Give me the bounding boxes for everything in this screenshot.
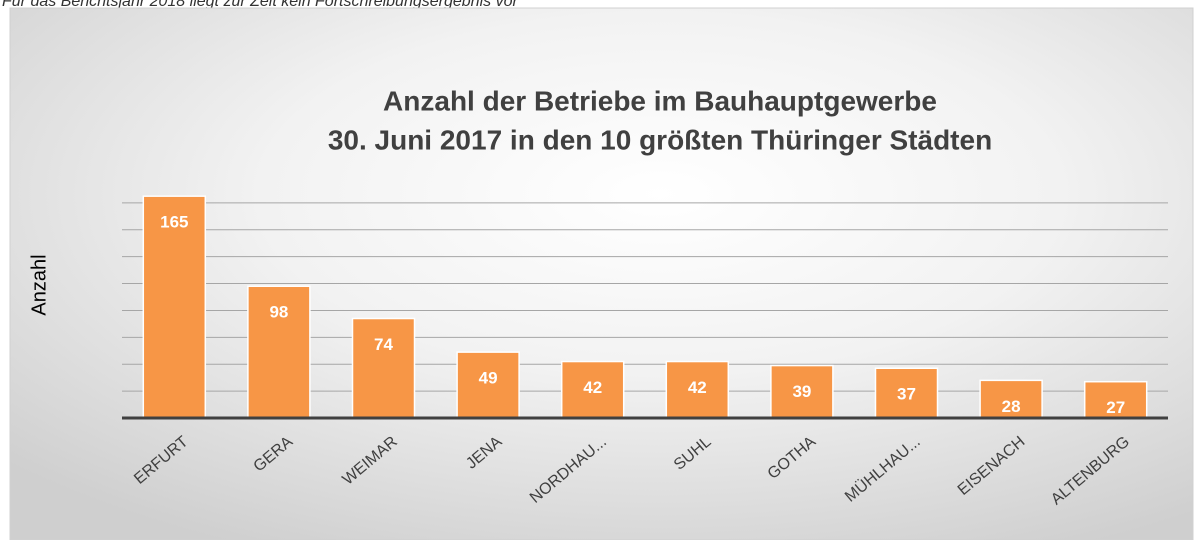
chart-panel (9, 7, 1194, 541)
bar (142, 195, 207, 419)
bar (665, 360, 730, 419)
data-label: 42 (583, 378, 602, 397)
bar (874, 367, 939, 419)
chart-title: Anzahl der Betriebe im Bauhauptgewerbe (383, 85, 937, 116)
data-label: 27 (1106, 398, 1125, 417)
bar (351, 317, 416, 419)
bar (979, 379, 1043, 419)
chart-title: 30. Juni 2017 in den 10 größten Thüringe… (328, 124, 992, 155)
data-label: 165 (160, 213, 188, 232)
data-label: 37 (897, 385, 916, 404)
bar (247, 285, 311, 419)
data-label: 98 (269, 303, 288, 322)
bar (456, 351, 520, 419)
data-label: 74 (374, 335, 393, 354)
y-axis-label: Anzahl (28, 254, 50, 315)
data-label: 28 (1002, 397, 1021, 416)
bar (770, 364, 834, 419)
data-label: 39 (792, 382, 811, 401)
data-label: 49 (479, 369, 498, 388)
bar (1083, 380, 1148, 419)
data-label: 42 (688, 378, 707, 397)
note-text: Für das Berichtsjahr 2018 liegt zur Zeit… (2, 0, 518, 10)
